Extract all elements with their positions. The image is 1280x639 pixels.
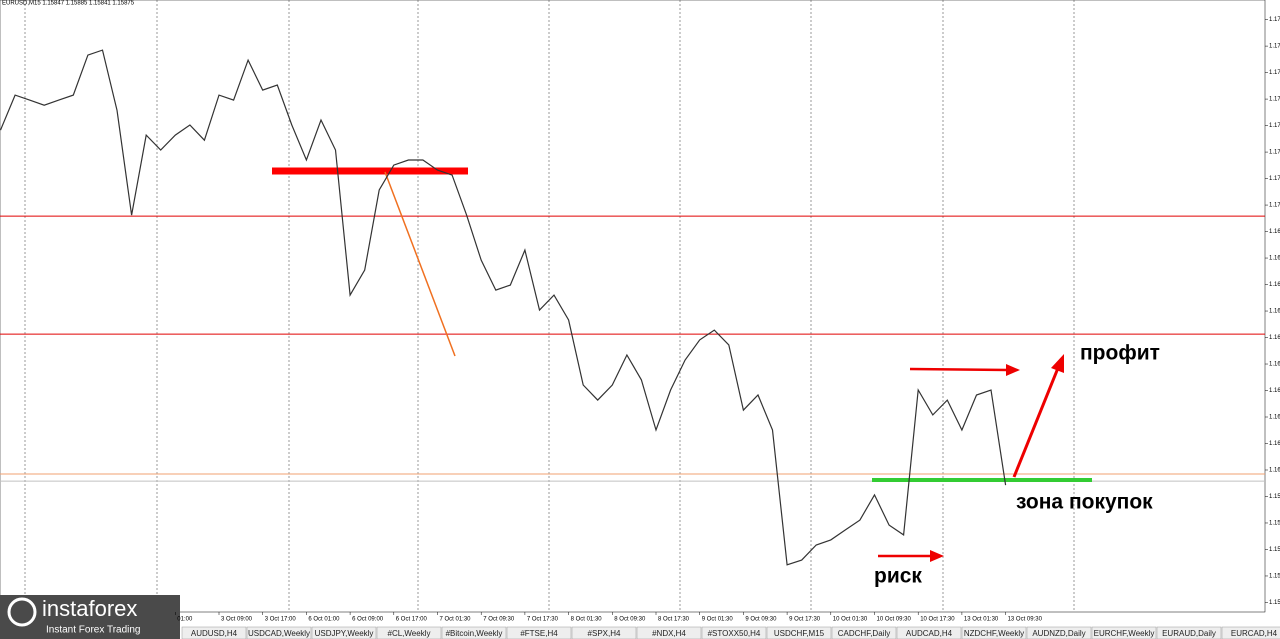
x-tick-label: 9 Oct 17:30 (789, 617, 821, 623)
x-tick-label: 10 Oct 09:30 (877, 617, 912, 623)
plot-area (0, 0, 1266, 613)
tab-label: #NDX,H4 (652, 629, 686, 638)
tab[interactable] (766, 626, 832, 639)
x-tick-label: 7 Oct 09:30 (483, 617, 515, 623)
tab[interactable] (181, 626, 247, 639)
y-tick-label: 1.163 (1269, 388, 1280, 394)
tab-label: AUDUSD,H4 (191, 629, 238, 638)
tab[interactable] (1026, 626, 1092, 639)
tab-label: USDJPY,Weekly (315, 629, 374, 638)
x-tick-label: 13 Oct 09:30 (1008, 617, 1043, 623)
logo-name: instaforex (42, 596, 137, 621)
y-tick-label: 1.165 (1269, 335, 1280, 341)
tab-label: EURAUD,Daily (1162, 629, 1216, 638)
chart-header: EURUSD,M15 1.15847 1.15885 1.15841 1.158… (2, 1, 135, 7)
tab-label: AUDNZD,Daily (1032, 629, 1085, 638)
y-tick-label: 1.161 (1269, 441, 1280, 447)
tab[interactable] (376, 626, 442, 639)
tab[interactable] (506, 626, 572, 639)
tab-label: USDCHF,M15 (774, 629, 825, 638)
tab-label: AUDCAD,H4 (906, 629, 953, 638)
y-tick-label: 1.171 (1269, 176, 1280, 182)
y-tick-label: 1.156 (1269, 574, 1280, 580)
y-tick-label: 1.162 (1269, 415, 1280, 421)
tab[interactable] (441, 626, 507, 639)
y-tick-label: 1.177 (1269, 17, 1280, 23)
y-tick-label: 1.157 (1269, 547, 1280, 553)
x-tick-label: 8 Oct 09:30 (614, 617, 646, 623)
x-tick-label: 9 Oct 09:30 (745, 617, 777, 623)
x-tick-label: 3 Oct 09:00 (221, 617, 253, 623)
y-tick-label: 1.169 (1269, 229, 1280, 235)
tab[interactable] (1091, 626, 1157, 639)
x-tick-label: 3 Oct 17:00 (265, 617, 297, 623)
tab[interactable] (636, 626, 702, 639)
tab[interactable] (311, 626, 377, 639)
tab[interactable] (246, 626, 312, 639)
vertical-grid (24, 0, 1075, 612)
price-line (0, 49, 1007, 566)
y-tick-label: 1.17 (1269, 203, 1280, 209)
x-tick-label: 8 Oct 17:30 (658, 617, 690, 623)
y-tick-label: 1.16 (1269, 468, 1280, 474)
y-tick-label: 1.158 (1269, 521, 1280, 527)
tab[interactable] (571, 626, 637, 639)
x-tick-label: 6 Oct 09:00 (352, 617, 384, 623)
tab[interactable] (961, 626, 1027, 639)
y-tick-label: 1.159 (1269, 494, 1280, 500)
logo-tagline: Instant Forex Trading (46, 625, 141, 636)
x-tick-label: 7 Oct 01:30 (440, 617, 472, 623)
y-tick-label: 1.166 (1269, 309, 1280, 315)
y-tick-label: 1.176 (1269, 44, 1280, 50)
tab-label: #SPX,H4 (588, 629, 621, 638)
x-tick-label: 9 Oct 01:30 (702, 617, 734, 623)
annotation: профит (1080, 342, 1160, 365)
tab-label: EURCAD,H4 (1231, 629, 1278, 638)
y-tick-label: 1.174 (1269, 97, 1280, 103)
tab-label: USDCAD,Weekly (248, 629, 310, 638)
tab-label: #CL,Weekly (388, 629, 431, 638)
x-tick-label: 10 Oct 01:30 (833, 617, 868, 623)
y-tick-label: 1.167 (1269, 282, 1280, 288)
y-tick-label: 1.164 (1269, 362, 1280, 368)
logo-icon (7, 597, 37, 627)
tab-label: CADCHF,Daily (838, 629, 890, 638)
y-tick-label: 1.175 (1269, 70, 1280, 76)
tab[interactable] (701, 626, 767, 639)
x-tick-label: 10 Oct 17:30 (920, 617, 955, 623)
x-tick-label: 01:00 (177, 617, 193, 623)
y-tick-label: 1.168 (1269, 256, 1280, 262)
x-tick-label: 8 Oct 01:30 (571, 617, 603, 623)
tab[interactable] (831, 626, 897, 639)
annotation: зона покупок (1016, 491, 1153, 514)
tab[interactable] (896, 626, 962, 639)
tab-label: EURCHF,Weekly (1094, 629, 1155, 638)
x-tick-label: 13 Oct 01:30 (964, 617, 999, 623)
x-tick-label: 6 Oct 17:00 (396, 617, 428, 623)
y-tick-label: 1.172 (1269, 150, 1280, 156)
tab[interactable] (1156, 626, 1222, 639)
tab-label: #Bitcoin,Weekly (446, 629, 503, 638)
y-tick-label: 1.155 (1269, 600, 1280, 606)
tab-label: NZDCHF,Weekly (964, 629, 1024, 638)
drawings (272, 167, 1092, 562)
x-tick-label: 6 Oct 01:00 (308, 617, 340, 623)
tab[interactable] (1221, 626, 1280, 639)
annotation: риск (874, 565, 922, 588)
tab-label: #FTSE,H4 (520, 629, 558, 638)
x-tick-label: 7 Oct 17:30 (527, 617, 559, 623)
tab-label: #STOXX50,H4 (708, 629, 761, 638)
y-tick-label: 1.173 (1269, 123, 1280, 129)
